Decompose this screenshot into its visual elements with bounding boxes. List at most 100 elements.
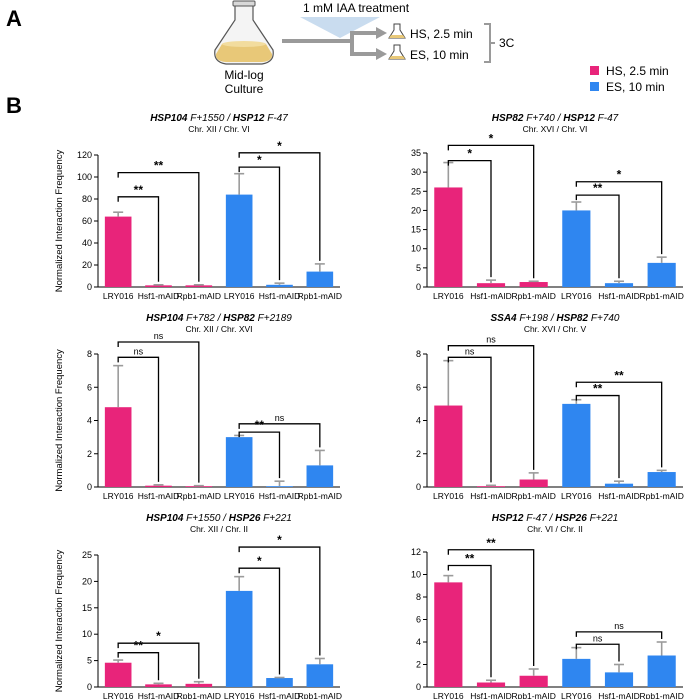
legend-label-es: ES, 10 min <box>606 80 665 94</box>
significance-bracket <box>117 171 200 282</box>
bar <box>145 285 172 287</box>
significance-label: ns <box>465 346 475 356</box>
bar <box>434 405 463 487</box>
chart-title: HSP82 F+740 / HSP12 F-47 <box>492 113 619 124</box>
chart-title-part: F+782 / <box>183 313 223 324</box>
flask-label-2: Culture <box>225 82 264 96</box>
significance-label: * <box>617 168 622 182</box>
arrow-branch-es <box>350 41 378 56</box>
significance-label: ** <box>465 552 475 566</box>
significance-bracket <box>238 423 321 448</box>
chart-title: HSP104 F+782 / HSP82 F+2189 <box>146 313 292 324</box>
legend: HS, 2.5 min ES, 10 min <box>590 64 669 94</box>
chart-title-part: F-47 <box>264 113 288 124</box>
flask-label-1: Mid-log <box>224 68 263 82</box>
x-tick-label: LRY016 <box>561 491 592 501</box>
significance-label: ** <box>486 536 496 550</box>
y-tick-label: 30 <box>411 167 421 177</box>
bar <box>519 675 548 687</box>
bar <box>225 590 253 687</box>
chart-title-part: F+198 / <box>517 313 557 324</box>
chart-title-part: HSP82 <box>556 313 588 324</box>
treatment-label: 1 mM IAA treatment <box>303 1 410 15</box>
panel-label-a: A <box>6 6 22 31</box>
chart-title-part: SSA4 <box>491 313 518 324</box>
x-tick-label: LRY016 <box>433 491 464 501</box>
significance-bracket <box>447 345 535 470</box>
x-tick-label: Rpb1-mAID <box>298 491 342 501</box>
bar <box>647 655 676 687</box>
x-tick-label: LRY016 <box>561 291 592 301</box>
x-tick-label: Rpb1-mAID <box>511 491 555 501</box>
significance-label: ** <box>593 181 603 195</box>
y-tick-label: 10 <box>411 570 421 580</box>
bar <box>104 216 132 287</box>
bar <box>476 283 506 287</box>
chart-title: SSA4 F+198 / HSP82 F+740 <box>491 313 620 324</box>
y-tick-label: 2 <box>416 449 421 459</box>
significance-label: ns <box>154 331 164 341</box>
y-tick-label: 120 <box>77 150 92 160</box>
bar <box>562 658 591 687</box>
chart-title: HSP12 F-47 / HSP26 F+221 <box>492 513 618 524</box>
y-tick-label: 15 <box>82 603 92 613</box>
chart-title-part: F+1550 / <box>187 113 232 124</box>
y-tick-label: 35 <box>411 148 421 158</box>
x-tick-label: Hsf1-mAID <box>598 691 640 699</box>
chart-title-part: HSP104 <box>146 313 184 324</box>
y-axis-label: Normalized Interaction Frequency <box>54 349 65 492</box>
bar <box>306 664 334 687</box>
treatment-funnel <box>300 17 380 38</box>
bar <box>145 684 172 687</box>
significance-label: * <box>277 139 282 153</box>
flask-icon <box>214 0 274 65</box>
legend-swatch-es <box>590 82 599 91</box>
significance-label: ** <box>593 382 603 396</box>
y-tick-label: 2 <box>416 660 421 670</box>
y-tick-label: 0 <box>416 482 421 492</box>
y-tick-label: 80 <box>82 194 92 204</box>
chart-title-part: F+2189 <box>255 313 292 324</box>
bar <box>647 472 676 487</box>
schematic: Mid-log Culture 1 mM IAA treatment HS, 2… <box>214 0 515 96</box>
x-tick-label: LRY016 <box>433 291 464 301</box>
significance-bracket <box>117 642 200 679</box>
bar <box>185 486 213 487</box>
significance-bracket <box>575 643 620 662</box>
y-tick-label: 6 <box>87 382 92 392</box>
significance-bracket <box>447 564 492 678</box>
significance-bracket <box>117 341 200 483</box>
y-axis-label: Normalized Interaction Frequency <box>54 149 65 292</box>
bar <box>266 284 293 287</box>
x-tick-label: Rpb1-mAID <box>177 291 221 301</box>
bar <box>562 403 591 487</box>
y-tick-label: 8 <box>416 592 421 602</box>
x-tick-label: LRY016 <box>224 691 255 699</box>
x-tick-label: LRY016 <box>224 491 255 501</box>
x-tick-label: Hsf1-mAID <box>138 291 180 301</box>
chart-title-part: HSP104 <box>150 113 188 124</box>
x-tick-label: Hsf1-mAID <box>470 291 512 301</box>
bar <box>434 187 463 287</box>
x-tick-label: LRY016 <box>224 291 255 301</box>
arrow-branch-hs <box>345 31 378 43</box>
significance-bracket <box>238 166 281 281</box>
bar <box>604 672 634 687</box>
y-tick-label: 20 <box>411 205 421 215</box>
bar <box>434 582 463 687</box>
significance-bracket <box>575 631 663 639</box>
arrowhead-hs <box>376 27 387 39</box>
chart-title-part: HSP82 <box>492 113 524 124</box>
chart-title-part: F+221 <box>260 513 291 524</box>
y-tick-label: 25 <box>411 186 421 196</box>
y-tick-label: 60 <box>82 216 92 226</box>
chart-title-part: F+740 <box>588 313 620 324</box>
significance-label: ns <box>486 335 496 345</box>
bar <box>647 262 676 287</box>
es-label: ES, 10 min <box>410 48 469 62</box>
x-tick-label: Rpb1-mAID <box>511 291 555 301</box>
